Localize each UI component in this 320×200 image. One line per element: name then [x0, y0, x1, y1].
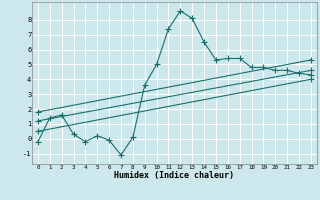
X-axis label: Humidex (Indice chaleur): Humidex (Indice chaleur) [115, 171, 234, 180]
